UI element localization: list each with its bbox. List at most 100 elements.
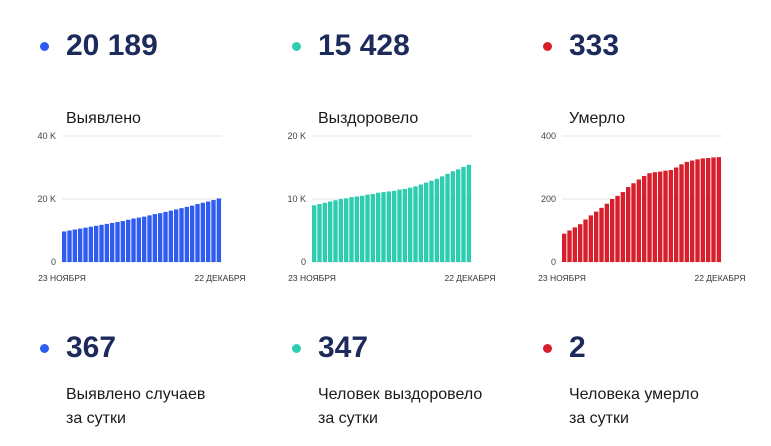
deaths-today-label-line2: за сутки [569, 410, 629, 427]
detected-chart: 0 20 K 40 K 23 НОЯБРЯ 22 ДЕКАБРЯ [37, 131, 245, 283]
bar [684, 161, 690, 262]
bar [328, 201, 333, 262]
bar [83, 227, 88, 262]
bar [663, 170, 668, 262]
bar [184, 206, 190, 262]
bar [370, 193, 376, 262]
bar [126, 219, 131, 262]
bar [216, 198, 222, 262]
x-start-label: 23 НОЯБРЯ [38, 273, 86, 283]
bar [461, 166, 466, 262]
y-tick-label: 0 [301, 257, 306, 267]
bar [317, 204, 322, 262]
bar [94, 225, 99, 262]
detected-dot-icon [40, 42, 49, 51]
detected-today-value: 367 [66, 331, 117, 364]
recovered-dot-icon [292, 42, 301, 51]
x-start-label: 23 НОЯБРЯ [288, 273, 336, 283]
bar [152, 214, 158, 262]
recovered-today-dot-icon [292, 344, 301, 353]
bar [440, 176, 445, 262]
bar [599, 207, 604, 262]
bar [338, 199, 344, 262]
bar [658, 171, 663, 262]
bar [562, 233, 567, 262]
deaths-today-value: 2 [569, 331, 586, 364]
y-tick-label: 20 K [287, 131, 306, 141]
y-tick-label: 40 K [37, 131, 56, 141]
bar [147, 215, 152, 262]
recovered-today-label-line1: Человек выздоровело [318, 386, 483, 403]
bar [158, 213, 163, 262]
bar [668, 170, 674, 262]
bar [615, 195, 620, 262]
bar [700, 158, 706, 262]
bar [413, 186, 418, 262]
deaths-total-label: Умерло [569, 110, 626, 127]
y-tick-label: 400 [541, 131, 556, 141]
bar [163, 211, 168, 262]
bar [445, 173, 450, 262]
detected-today-label-line1: Выявлено случаев [66, 386, 206, 403]
bar [450, 171, 456, 262]
recovered-total-value: 15 428 [318, 29, 410, 62]
recovered-today-label-line2: за сутки [318, 410, 378, 427]
bar [174, 209, 179, 262]
y-tick-label: 0 [551, 257, 556, 267]
bar [620, 192, 626, 262]
bar [652, 172, 658, 262]
bar [120, 221, 126, 262]
bar [312, 205, 317, 262]
bar [572, 227, 578, 262]
bar [200, 202, 206, 262]
bar [62, 231, 67, 262]
bar [206, 201, 211, 262]
bar [594, 211, 599, 262]
bar [610, 199, 615, 262]
bar [211, 199, 216, 262]
bar [642, 176, 647, 262]
bar [626, 187, 631, 262]
bar [695, 159, 700, 262]
bar [674, 167, 679, 262]
bar [636, 179, 642, 262]
y-tick-label: 200 [541, 194, 556, 204]
deaths-today-dot-icon [543, 344, 552, 353]
bar [408, 187, 413, 262]
deaths-total-value: 333 [569, 29, 620, 62]
bar [706, 158, 711, 262]
bar [631, 183, 636, 262]
y-tick-label: 0 [51, 257, 56, 267]
bar [195, 204, 200, 262]
bar [72, 229, 78, 262]
bar [322, 202, 328, 262]
bar [168, 210, 174, 262]
x-end-label: 22 ДЕКАБРЯ [444, 273, 495, 283]
bar [99, 224, 104, 262]
bar [131, 218, 136, 262]
bar [376, 192, 381, 262]
x-start-label: 23 НОЯБРЯ [538, 273, 586, 283]
deaths-today-label-line1: Человека умерло [569, 386, 699, 403]
detected-total-label: Выявлено [66, 110, 141, 127]
recovered-total-label: Выздоровело [318, 110, 419, 127]
deaths-chart: 0 200 400 23 НОЯБРЯ 22 ДЕКАБРЯ [538, 131, 745, 283]
bar [354, 196, 360, 262]
bar [716, 157, 722, 262]
bar [179, 208, 184, 262]
bar [397, 189, 402, 262]
bar [78, 228, 83, 262]
recovered-chart: 0 10 K 20 K 23 НОЯБРЯ 22 ДЕКАБРЯ [287, 131, 495, 283]
bar [136, 217, 142, 262]
bar [466, 164, 472, 262]
x-end-label: 22 ДЕКАБРЯ [194, 273, 245, 283]
bar [104, 223, 110, 262]
bar [190, 205, 195, 262]
bar [604, 203, 610, 262]
detected-today-label-line2: за сутки [66, 410, 126, 427]
y-tick-label: 20 K [37, 194, 56, 204]
bar [690, 160, 695, 262]
bar [115, 221, 120, 262]
bar [88, 226, 94, 262]
bar [110, 222, 115, 262]
